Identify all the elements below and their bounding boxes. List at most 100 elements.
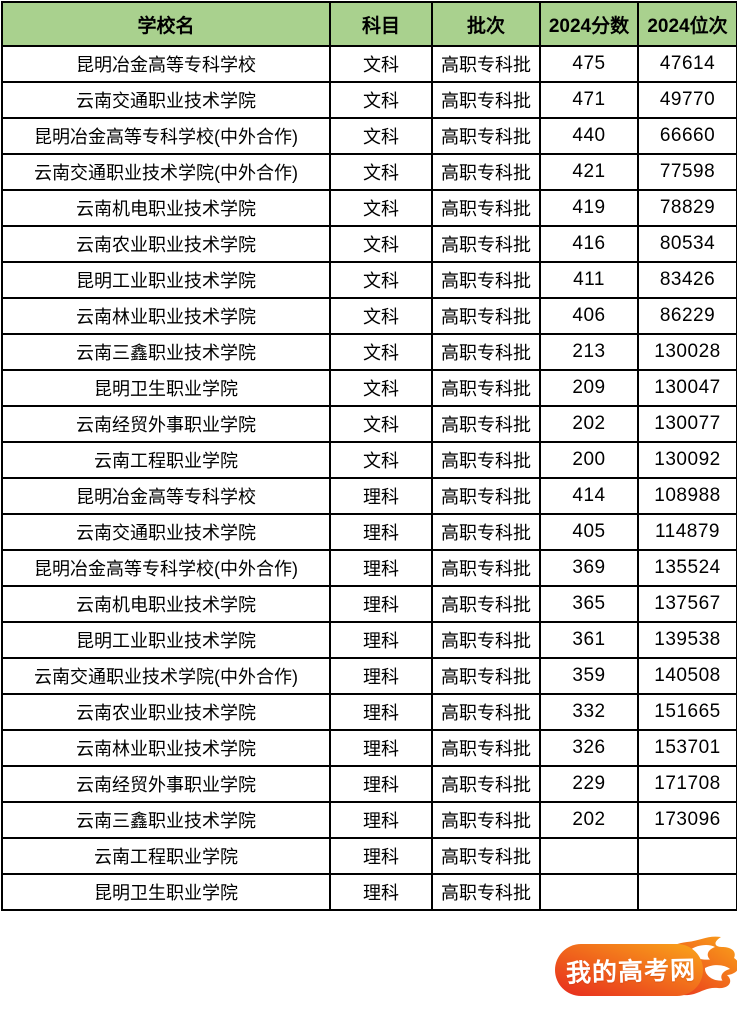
cell-batch: 高职专科批 [431, 189, 541, 227]
cell-school: 云南交通职业技术学院 [1, 81, 331, 119]
table-row: 云南农业职业技术学院 文科 高职专科批 416 80534 [1, 225, 737, 263]
cell-score: 359 [539, 657, 639, 695]
cell-score: 369 [539, 549, 639, 587]
cell-batch: 高职专科批 [431, 153, 541, 191]
cell-rank: 86229 [637, 297, 737, 335]
admission-score-table: 学校名 科目 批次 2024分数 2024位次 昆明冶金高等专科学校 文科 高职专科批 475… [1, 1, 737, 911]
table-row: 云南林业职业技术学院 理科 高职专科批 326 153701 [1, 729, 737, 767]
table-row: 云南交通职业技术学院(中外合作) 文科 高职专科批 421 77598 [1, 153, 737, 191]
cell-score: 365 [539, 585, 639, 623]
cell-batch: 高职专科批 [431, 585, 541, 623]
cell-subject: 理科 [329, 765, 433, 803]
table-row: 云南农业职业技术学院 理科 高职专科批 332 151665 [1, 693, 737, 731]
table-row: 云南交通职业技术学院 理科 高职专科批 405 114879 [1, 513, 737, 551]
cell-batch: 高职专科批 [431, 45, 541, 83]
cell-batch: 高职专科批 [431, 837, 541, 875]
cell-score [539, 873, 639, 911]
cell-rank: 83426 [637, 261, 737, 299]
cell-batch: 高职专科批 [431, 513, 541, 551]
cell-rank: 140508 [637, 657, 737, 695]
cell-school: 云南机电职业技术学院 [1, 189, 331, 227]
cell-batch: 高职专科批 [431, 261, 541, 299]
cell-subject: 理科 [329, 621, 433, 659]
cell-school: 云南交通职业技术学院(中外合作) [1, 657, 331, 695]
cell-batch: 高职专科批 [431, 369, 541, 407]
cell-batch: 高职专科批 [431, 801, 541, 839]
table-row: 昆明冶金高等专科学校 文科 高职专科批 475 47614 [1, 45, 737, 83]
cell-batch: 高职专科批 [431, 765, 541, 803]
cell-batch: 高职专科批 [431, 729, 541, 767]
cell-batch: 高职专科批 [431, 81, 541, 119]
cell-subject: 文科 [329, 189, 433, 227]
cell-batch: 高职专科批 [431, 333, 541, 371]
cell-rank: 49770 [637, 81, 737, 119]
cell-rank: 130047 [637, 369, 737, 407]
cell-score: 326 [539, 729, 639, 767]
cell-rank: 130077 [637, 405, 737, 443]
cell-subject: 理科 [329, 693, 433, 731]
table-row: 云南工程职业学院 理科 高职专科批 [1, 837, 737, 875]
cell-subject: 理科 [329, 801, 433, 839]
cell-subject: 理科 [329, 477, 433, 515]
cell-school: 云南三鑫职业技术学院 [1, 801, 331, 839]
cell-school: 昆明卫生职业学院 [1, 369, 331, 407]
cell-subject: 理科 [329, 513, 433, 551]
cell-score: 440 [539, 117, 639, 155]
cell-score: 213 [539, 333, 639, 371]
table-row: 昆明工业职业技术学院 理科 高职专科批 361 139538 [1, 621, 737, 659]
cell-rank: 114879 [637, 513, 737, 551]
cell-rank: 173096 [637, 801, 737, 839]
cell-rank: 153701 [637, 729, 737, 767]
cell-subject: 文科 [329, 441, 433, 479]
column-header-score: 2024分数 [539, 1, 639, 47]
cell-subject: 文科 [329, 117, 433, 155]
table-row: 云南交通职业技术学院(中外合作) 理科 高职专科批 359 140508 [1, 657, 737, 695]
table-row: 云南林业职业技术学院 文科 高职专科批 406 86229 [1, 297, 737, 335]
cell-school: 昆明工业职业技术学院 [1, 621, 331, 659]
cell-batch: 高职专科批 [431, 549, 541, 587]
cell-subject: 理科 [329, 837, 433, 875]
cell-school: 云南林业职业技术学院 [1, 297, 331, 335]
cell-school: 云南工程职业学院 [1, 837, 331, 875]
cell-school: 昆明冶金高等专科学校(中外合作) [1, 117, 331, 155]
cell-subject: 文科 [329, 297, 433, 335]
cell-subject: 文科 [329, 369, 433, 407]
cell-score: 475 [539, 45, 639, 83]
cell-rank: 135524 [637, 549, 737, 587]
cell-school: 昆明卫生职业学院 [1, 873, 331, 911]
cell-school: 昆明冶金高等专科学校 [1, 477, 331, 515]
cell-rank: 130092 [637, 441, 737, 479]
cell-subject: 文科 [329, 261, 433, 299]
cell-rank: 130028 [637, 333, 737, 371]
cell-batch: 高职专科批 [431, 405, 541, 443]
cell-score: 332 [539, 693, 639, 731]
table-row: 云南工程职业学院 文科 高职专科批 200 130092 [1, 441, 737, 479]
cell-school: 昆明冶金高等专科学校(中外合作) [1, 549, 331, 587]
cell-score: 414 [539, 477, 639, 515]
cell-score: 471 [539, 81, 639, 119]
table-row: 云南经贸外事职业学院 理科 高职专科批 229 171708 [1, 765, 737, 803]
cell-rank: 47614 [637, 45, 737, 83]
cell-school: 云南交通职业技术学院(中外合作) [1, 153, 331, 191]
flame-icon [555, 936, 737, 996]
cell-score: 406 [539, 297, 639, 335]
table-row: 云南机电职业技术学院 文科 高职专科批 419 78829 [1, 189, 737, 227]
cell-score: 229 [539, 765, 639, 803]
cell-score: 411 [539, 261, 639, 299]
cell-school: 云南机电职业技术学院 [1, 585, 331, 623]
cell-batch: 高职专科批 [431, 441, 541, 479]
cell-rank: 78829 [637, 189, 737, 227]
table-row: 昆明工业职业技术学院 文科 高职专科批 411 83426 [1, 261, 737, 299]
cell-rank [637, 873, 737, 911]
cell-subject: 文科 [329, 225, 433, 263]
cell-score: 416 [539, 225, 639, 263]
column-header-subject: 科目 [329, 1, 433, 47]
cell-score: 405 [539, 513, 639, 551]
cell-rank: 139538 [637, 621, 737, 659]
table-row: 昆明卫生职业学院 理科 高职专科批 [1, 873, 737, 911]
cell-subject: 理科 [329, 873, 433, 911]
cell-score: 361 [539, 621, 639, 659]
cell-rank: 171708 [637, 765, 737, 803]
cell-subject: 文科 [329, 153, 433, 191]
cell-score: 421 [539, 153, 639, 191]
